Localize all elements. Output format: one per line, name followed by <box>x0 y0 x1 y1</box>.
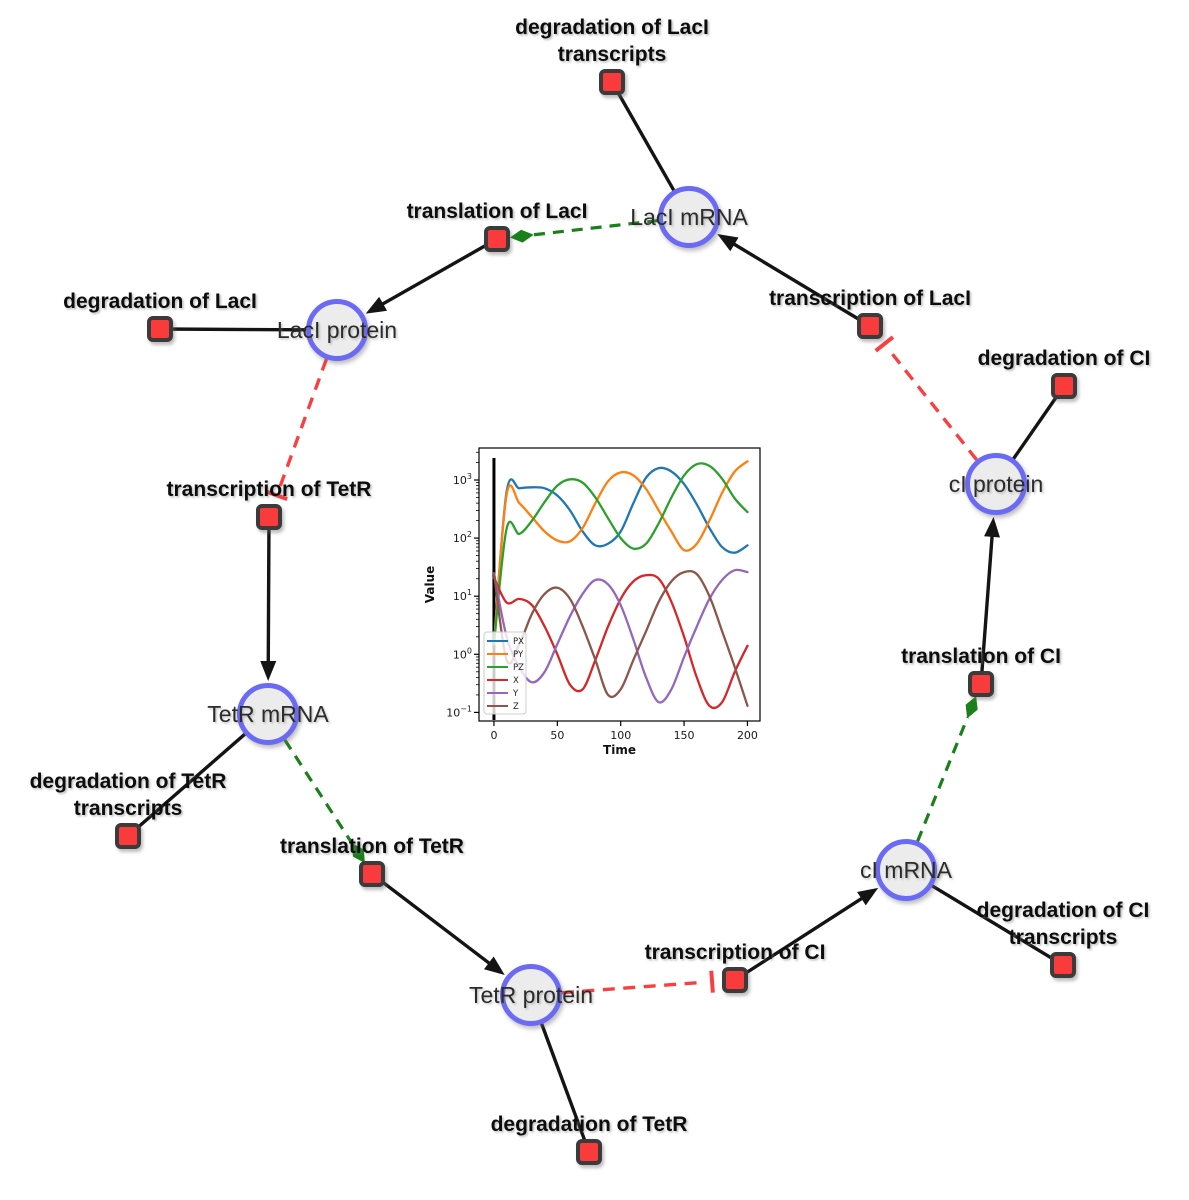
edge-consumption-LacI_mRNA-degradation_of_LacI_transcripts <box>610 81 676 192</box>
y-axis-label: Value <box>423 566 437 604</box>
series-line-Y <box>492 568 749 704</box>
x-tick-label: 200 <box>737 729 758 742</box>
x-tick-label: 100 <box>610 729 631 742</box>
legend-entry-PY: PY <box>513 650 524 660</box>
edge-consumption-TetR_mRNA-degradation_of_TetR_transcripts <box>126 732 247 838</box>
species-node-TetR_mRNA[interactable] <box>237 683 299 745</box>
legend-entry-Z: Z <box>513 702 519 712</box>
species-node-cI_mRNA[interactable] <box>875 839 937 901</box>
edge-inhibition-cI_protein-transcription_of_LacI <box>874 335 979 461</box>
series-line-PY <box>492 460 749 646</box>
species-node-LacI_mRNA[interactable] <box>658 186 720 248</box>
edge-inhibition-TetR_protein-transcription_of_CI <box>561 970 715 995</box>
edge-consumption-TetR_protein-degradation_of_TetR <box>539 1022 591 1153</box>
edge-production-translation_of_LacI-LacI_protein <box>365 237 498 314</box>
edge-catalysis-LacI_mRNA-translation_of_LacI <box>509 218 659 243</box>
edge-production-transcription_of_TetR-TetR_mRNA <box>260 516 277 682</box>
edge-consumption-cI_mRNA-degradation_of_CI_transcripts <box>930 884 1064 967</box>
series-line-Z <box>492 570 749 707</box>
reaction-node-degradation_of_LacI_transcripts[interactable] <box>599 69 625 95</box>
edge-catalysis-TetR_mRNA-translation_of_TetR <box>283 739 365 864</box>
edge-production-transcription_of_LacI-LacI_mRNA <box>717 234 871 328</box>
x-tick-label: 150 <box>674 729 695 742</box>
x-tick-label: 50 <box>550 729 564 742</box>
legend-entry-X: X <box>513 676 519 686</box>
species-node-LacI_protein[interactable] <box>306 299 368 361</box>
edge-production-translation_of_CI-cI_protein <box>979 516 1001 685</box>
series-line-X <box>492 573 749 710</box>
y-tick-label: 100 <box>453 646 472 661</box>
legend-entry-Y: Y <box>512 689 519 699</box>
reaction-node-translation_of_CI[interactable] <box>968 671 994 697</box>
edge-consumption-LacI_protein-degradation_of_LacI <box>159 327 308 332</box>
reaction-node-translation_of_LacI[interactable] <box>484 226 510 252</box>
y-tick-label: 101 <box>453 588 472 603</box>
series-line-PZ <box>492 462 749 646</box>
legend-entry-PZ: PZ <box>513 663 524 673</box>
x-tick-label: 0 <box>490 729 497 742</box>
y-tick-label: 103 <box>453 472 472 487</box>
reaction-node-degradation_of_TetR_transcripts[interactable] <box>115 823 141 849</box>
chart-legend: PX PY PZ XYZ <box>483 631 527 715</box>
y-tick-label: 10−1 <box>446 704 472 719</box>
reaction-node-translation_of_TetR[interactable] <box>359 861 385 887</box>
reaction-node-degradation_of_CI_transcripts[interactable] <box>1050 952 1076 978</box>
reaction-node-transcription_of_LacI[interactable] <box>857 313 883 339</box>
reaction-node-degradation_of_TetR[interactable] <box>576 1139 602 1165</box>
species-node-TetR_protein[interactable] <box>500 964 562 1026</box>
edge-production-translation_of_TetR-TetR_protein <box>370 872 505 976</box>
reaction-node-transcription_of_CI[interactable] <box>722 967 748 993</box>
species-node-cI_protein[interactable] <box>965 453 1027 515</box>
reaction-node-degradation_of_CI[interactable] <box>1051 373 1077 399</box>
reaction-node-transcription_of_TetR[interactable] <box>256 504 282 530</box>
x-axis-label: Time <box>603 743 636 757</box>
legend-entry-PX: PX <box>513 637 524 647</box>
edge-inhibition-LacI_protein-transcription_of_TetR <box>265 358 329 502</box>
edge-catalysis-cI_mRNA-translation_of_CI <box>916 696 978 842</box>
y-tick-label: 102 <box>453 530 472 545</box>
reaction-node-degradation_of_LacI[interactable] <box>147 316 173 342</box>
edge-production-transcription_of_CI-cI_mRNA <box>734 887 879 982</box>
